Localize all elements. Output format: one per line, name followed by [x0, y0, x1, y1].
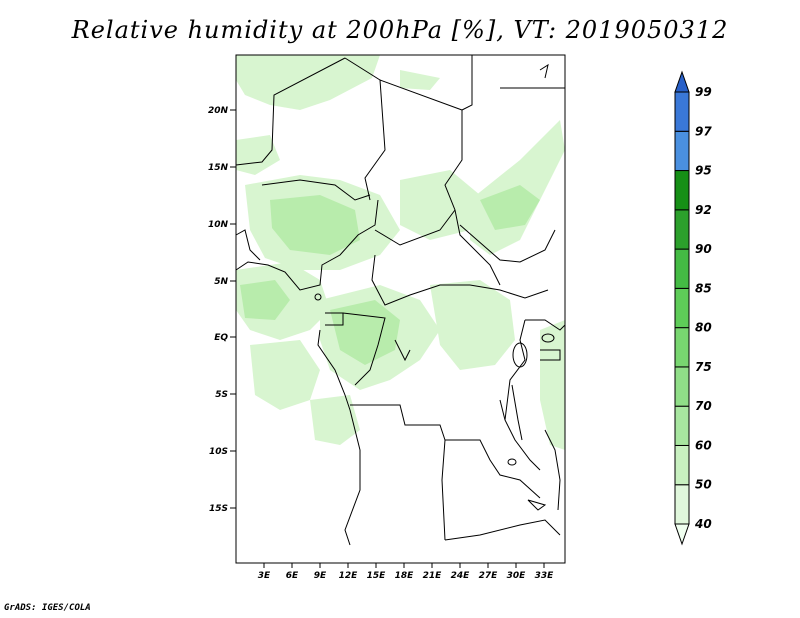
colorbar-bottom-triangle	[674, 523, 690, 546]
colorbar-segment	[674, 444, 690, 486]
humidity-field-core	[240, 185, 540, 365]
lat-label: 20N	[208, 106, 229, 116]
lon-label: 9E	[314, 571, 327, 581]
lakes	[314, 63, 555, 511]
lon-label: 27E	[479, 571, 499, 581]
colorbar-label: 75	[695, 360, 712, 374]
lon-label: 6E	[286, 571, 299, 581]
colorbar-label: 70	[695, 399, 712, 413]
colorbar-label: 80	[695, 321, 712, 335]
colorbar-segment	[674, 484, 690, 525]
colorbar-segment	[674, 248, 690, 289]
colorbar-label: 99	[695, 85, 712, 99]
lat-label: EQ	[214, 333, 228, 343]
lat-label: 5S	[215, 390, 228, 400]
lon-label: 21E	[423, 571, 443, 581]
lon-label: 12E	[339, 571, 359, 581]
lon-label: 24E	[451, 571, 471, 581]
colorbar: 40 50 60 70 75 80 85 90 92 95 97 99	[674, 70, 712, 546]
colorbar-label: 92	[695, 203, 712, 217]
lon-axis: 3E 6E 9E 12E 15E 18E 21E 24E 27E 30E 33E	[258, 563, 554, 581]
lat-label: 15N	[208, 163, 229, 173]
colorbar-label: 50	[695, 478, 712, 492]
colorbar-label: 40	[694, 517, 712, 531]
lon-label: 33E	[535, 571, 555, 581]
colorbar-segment	[674, 130, 690, 172]
colorbar-top-triangle	[674, 70, 690, 93]
colorbar-label: 95	[695, 164, 712, 178]
colorbar-segment	[674, 91, 690, 132]
lat-label: 10N	[208, 220, 229, 230]
lat-label: 15S	[209, 504, 228, 514]
lat-axis: 20N 15N 10N 5N EQ 5S 10S 15S	[208, 106, 236, 514]
colorbar-label: 60	[695, 438, 712, 452]
lon-label: 15E	[367, 571, 387, 581]
colorbar-segment	[674, 209, 690, 250]
colorbar-label: 97	[695, 124, 712, 138]
map-title: Relative humidity at 200hPa [%], VT: 201…	[71, 16, 729, 44]
colorbar-segment	[674, 170, 690, 211]
country-borders	[235, 55, 566, 546]
colorbar-label: 90	[695, 242, 712, 256]
lat-label: 5N	[214, 277, 228, 287]
colorbar-segment	[674, 366, 690, 407]
colorbar-segment	[674, 327, 690, 368]
colorbar-segment	[674, 405, 690, 446]
map-frame	[235, 54, 566, 564]
humidity-field	[236, 55, 565, 450]
lat-label: 10S	[209, 447, 228, 457]
lon-label: 18E	[395, 571, 415, 581]
grads-credit: GrADS: IGES/COLA	[4, 603, 91, 613]
colorbar-segment	[674, 287, 690, 329]
colorbar-label: 85	[695, 281, 712, 295]
lon-label: 3E	[258, 571, 271, 581]
lon-label: 30E	[507, 571, 527, 581]
